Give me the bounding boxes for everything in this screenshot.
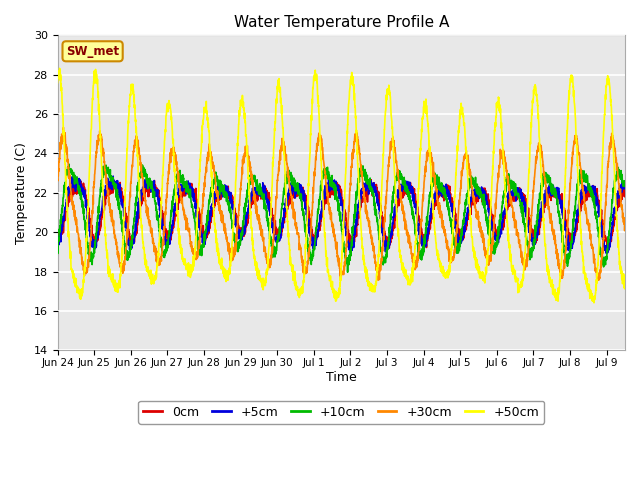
Title: Water Temperature Profile A: Water Temperature Profile A	[234, 15, 449, 30]
Legend: 0cm, +5cm, +10cm, +30cm, +50cm: 0cm, +5cm, +10cm, +30cm, +50cm	[138, 401, 544, 424]
X-axis label: Time: Time	[326, 371, 356, 384]
Text: SW_met: SW_met	[66, 45, 119, 58]
Y-axis label: Temperature (C): Temperature (C)	[15, 142, 28, 244]
